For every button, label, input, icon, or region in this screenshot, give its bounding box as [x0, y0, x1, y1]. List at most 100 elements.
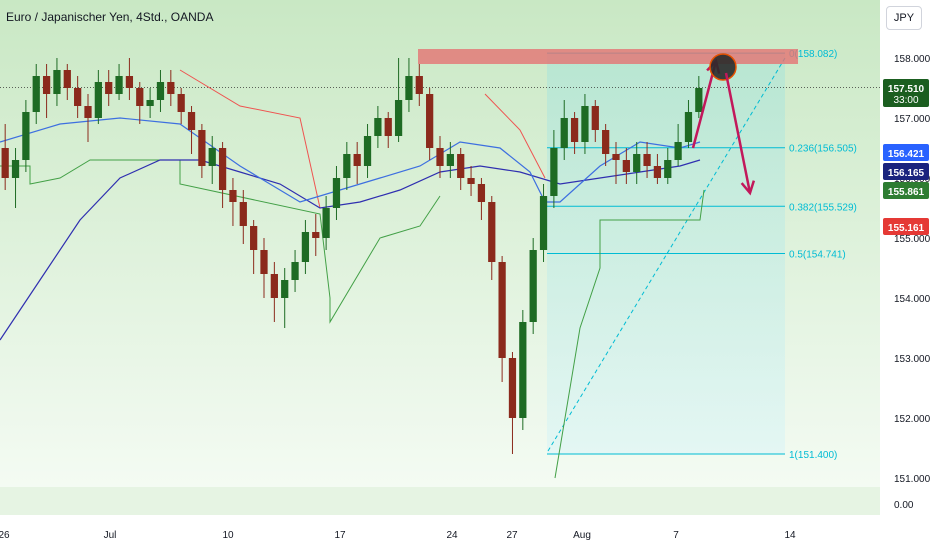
candle-body [332, 178, 341, 208]
candle-body [467, 178, 475, 184]
candle-body [84, 106, 92, 118]
price-label-text: 156.421 [888, 149, 925, 160]
highlight-circle [709, 53, 737, 81]
candle-body [250, 226, 258, 250]
candle-body [560, 118, 568, 148]
x-tick-label: 10 [222, 530, 234, 541]
candle-body [218, 148, 227, 190]
ma-slow-line [0, 159, 701, 341]
supertrend-down-line [484, 93, 546, 179]
candle-body [105, 82, 113, 94]
candle-body [281, 280, 289, 298]
price-label-text: 155.161 [888, 223, 925, 234]
x-tick-label: 14 [784, 530, 796, 541]
candle-body [291, 262, 299, 280]
candle-body [612, 154, 620, 160]
fib-level-label: 0.5(154.741) [789, 250, 846, 261]
candle-body [136, 88, 144, 106]
resistance-zone [418, 49, 798, 64]
candle-body [115, 76, 123, 94]
x-tick-label: 17 [334, 530, 346, 541]
price-label-text: 156.165 [888, 168, 925, 179]
candle-body [426, 94, 434, 148]
candle-body [570, 118, 579, 142]
y-tick-label: 158.000 [894, 54, 931, 65]
y-tick-label: 155.000 [894, 234, 931, 245]
y-tick-label: 0.00 [894, 500, 914, 511]
candle-body [529, 250, 537, 322]
candle-body [488, 202, 496, 262]
y-tick-label: 157.000 [894, 114, 931, 125]
candle-body [74, 88, 82, 106]
candle-body [229, 190, 237, 202]
arrow_up-line [691, 60, 718, 149]
candle-body [260, 250, 268, 274]
candle-body [125, 76, 134, 88]
price-label-bg [883, 218, 929, 235]
candle-body [695, 88, 703, 112]
candle-body [167, 82, 175, 94]
candle-body [674, 142, 682, 160]
candle-body [394, 100, 403, 136]
price-label-text: 157.510 [888, 84, 925, 95]
candle-body [42, 76, 51, 94]
candle-body [301, 232, 310, 262]
candle-body [322, 208, 330, 238]
candle-body [63, 70, 71, 88]
candle-body [239, 202, 247, 226]
price-label-bg [883, 79, 929, 107]
candle-body [343, 154, 351, 178]
x-tick-label: 26 [0, 530, 10, 541]
candle-body [581, 106, 589, 142]
price-label-bg [883, 182, 929, 199]
time-axis-background [0, 515, 880, 550]
candle-body [94, 82, 102, 118]
candle-body [498, 262, 506, 358]
candle-body [22, 112, 30, 160]
candle-body [446, 154, 454, 166]
fib-level-label: 1(151.400) [789, 450, 837, 461]
candle-body [11, 160, 20, 178]
candle-body [187, 112, 196, 130]
chart-title: Euro / Japanischer Yen, 4Std., OANDA [6, 10, 214, 24]
price-label-text: 155.861 [888, 187, 925, 198]
y-tick-label: 154.000 [894, 294, 931, 305]
candle-body [353, 154, 361, 166]
fib-level-label: 0.382(155.529) [789, 202, 857, 213]
supertrend-down-line [179, 69, 321, 209]
currency-button[interactable]: JPY [886, 6, 922, 30]
candle-body [643, 154, 651, 166]
candle-body [457, 154, 465, 178]
candle-body [477, 184, 486, 202]
arrow_down-head [740, 180, 756, 196]
candle-body [146, 100, 154, 106]
price-label-bg [883, 163, 929, 180]
y-tick-label: 151.000 [894, 474, 931, 485]
candle-body [591, 106, 599, 130]
candle-body [622, 160, 630, 172]
candle-body [405, 76, 413, 100]
y-tick-label: 153.000 [894, 354, 931, 365]
candle-body [270, 274, 278, 298]
candle-body [633, 154, 641, 172]
candle-body [32, 76, 40, 112]
candle-body [508, 358, 517, 418]
x-tick-label: Jul [104, 530, 117, 541]
supertrend-up-line [554, 189, 705, 479]
x-tick-label: 27 [506, 530, 518, 541]
price-label-sub: 33:00 [893, 95, 918, 106]
candle-body [363, 136, 372, 166]
candle-body [208, 148, 216, 166]
x-tick-label: 24 [446, 530, 458, 541]
candle-body [384, 118, 392, 136]
candle-body [198, 130, 206, 166]
candle-body [653, 166, 662, 178]
candle-body [53, 70, 61, 94]
supertrend-up-line [0, 159, 441, 324]
candle-body [519, 322, 527, 418]
candle-body [664, 160, 672, 178]
candle-body [684, 112, 693, 142]
candle-body [177, 94, 185, 112]
